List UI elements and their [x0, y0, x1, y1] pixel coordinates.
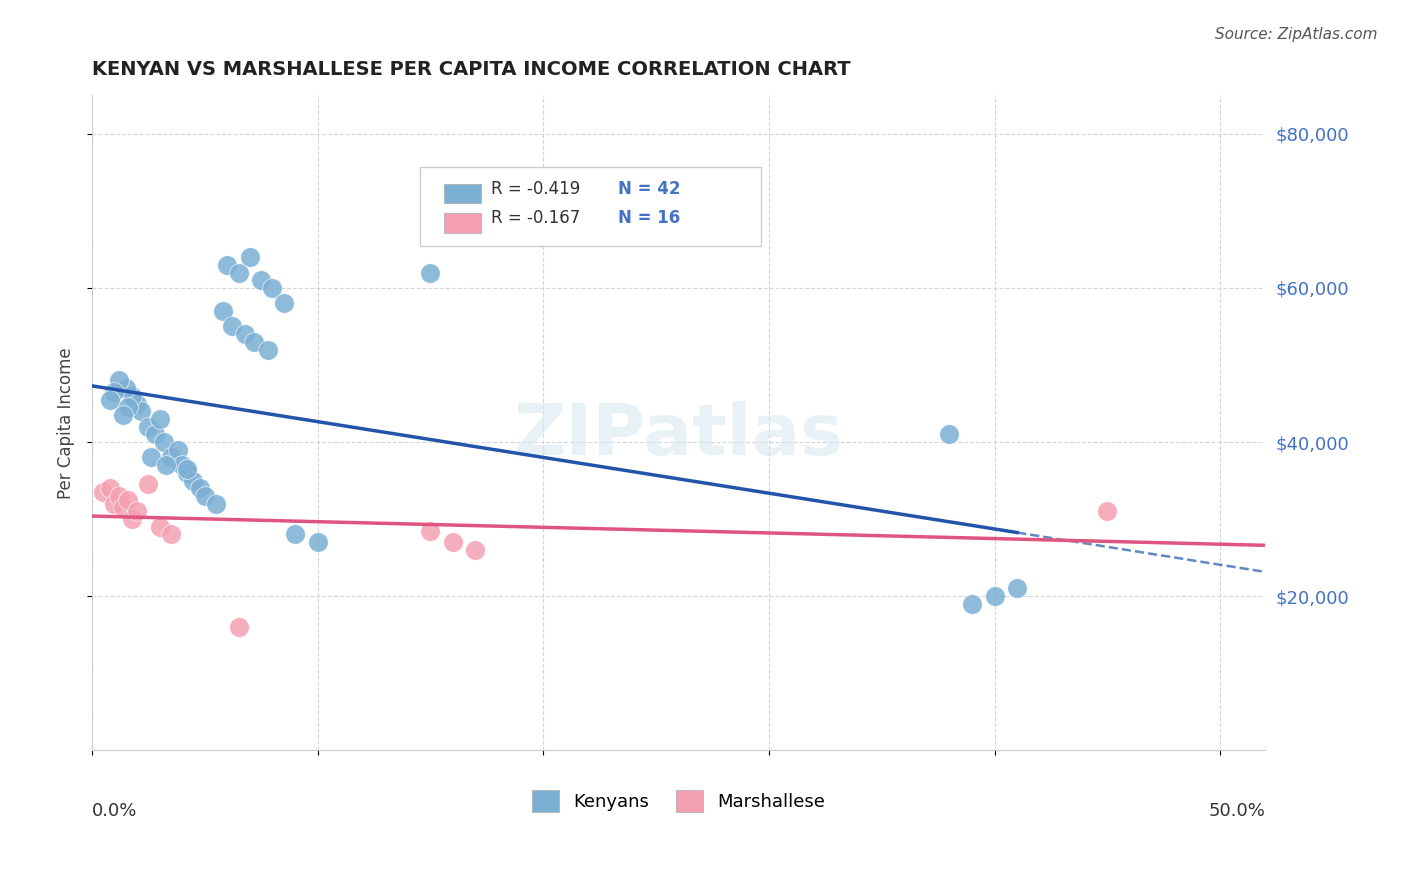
Point: [233, 327, 256, 342]
Point: [938, 427, 960, 442]
Point: [205, 497, 228, 511]
Point: [176, 466, 198, 480]
Text: R = -0.419: R = -0.419: [491, 179, 581, 198]
Point: [228, 266, 250, 280]
Point: [464, 542, 486, 557]
Point: [148, 412, 170, 426]
Point: [98, 481, 121, 495]
Point: [112, 408, 135, 422]
Point: [121, 389, 143, 403]
Point: [103, 384, 125, 399]
Legend: Kenyans, Marshallese: Kenyans, Marshallese: [524, 783, 832, 820]
Y-axis label: Per Capita Income: Per Capita Income: [58, 347, 75, 499]
Point: [136, 419, 159, 434]
Point: [273, 296, 295, 310]
Point: [1097, 504, 1119, 518]
Point: [108, 489, 131, 503]
Point: [112, 500, 135, 515]
Point: [160, 450, 183, 465]
Point: [228, 620, 250, 634]
FancyBboxPatch shape: [420, 168, 761, 246]
Point: [131, 404, 153, 418]
Point: [188, 481, 211, 495]
Text: ZIPatlas: ZIPatlas: [513, 401, 844, 470]
Point: [441, 535, 464, 549]
Point: [1005, 582, 1028, 596]
Point: [419, 266, 441, 280]
Text: R = -0.167: R = -0.167: [491, 209, 581, 227]
Text: N = 16: N = 16: [617, 209, 681, 227]
Point: [125, 504, 148, 518]
Point: [172, 458, 194, 472]
Point: [103, 497, 125, 511]
Text: 50.0%: 50.0%: [1209, 803, 1265, 821]
Point: [98, 392, 121, 407]
Point: [257, 343, 280, 357]
Point: [243, 334, 266, 349]
Point: [117, 492, 139, 507]
Point: [250, 273, 273, 287]
Point: [307, 535, 329, 549]
Point: [139, 450, 162, 465]
Point: [160, 527, 183, 541]
Point: [114, 381, 136, 395]
Point: [960, 597, 983, 611]
Point: [108, 373, 131, 387]
Point: [155, 458, 177, 472]
Point: [153, 435, 176, 450]
FancyBboxPatch shape: [444, 213, 481, 233]
Point: [211, 304, 233, 318]
Point: [284, 527, 307, 541]
Point: [125, 396, 148, 410]
Point: [262, 281, 284, 295]
Point: [143, 427, 166, 442]
Text: 0.0%: 0.0%: [91, 803, 138, 821]
Point: [176, 462, 198, 476]
Point: [217, 258, 239, 272]
Point: [91, 485, 114, 500]
Point: [983, 589, 1005, 603]
Text: Source: ZipAtlas.com: Source: ZipAtlas.com: [1215, 27, 1378, 42]
Point: [221, 319, 243, 334]
Point: [166, 442, 188, 457]
Text: N = 42: N = 42: [617, 179, 681, 198]
Point: [239, 250, 262, 264]
Point: [121, 512, 143, 526]
Point: [148, 520, 170, 534]
FancyBboxPatch shape: [444, 184, 481, 203]
Point: [183, 474, 205, 488]
Point: [419, 524, 441, 538]
Point: [136, 477, 159, 491]
Text: KENYAN VS MARSHALLESE PER CAPITA INCOME CORRELATION CHART: KENYAN VS MARSHALLESE PER CAPITA INCOME …: [91, 60, 851, 78]
Point: [194, 489, 217, 503]
Point: [117, 401, 139, 415]
